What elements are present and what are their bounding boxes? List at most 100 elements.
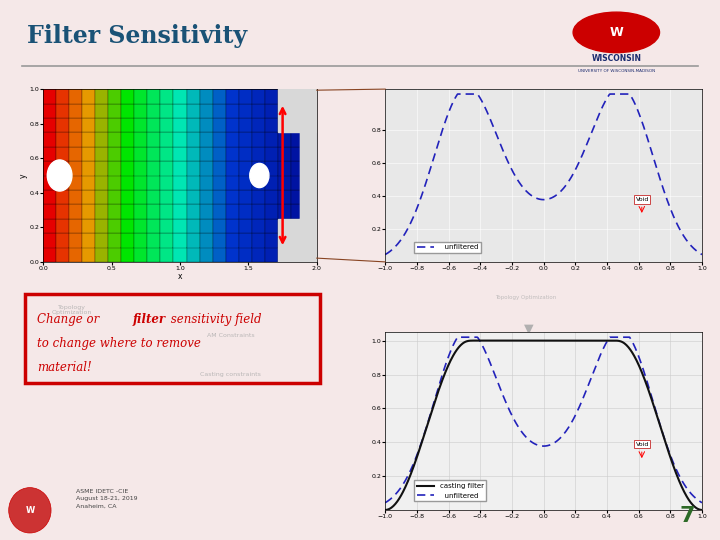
Text: Topology Optimization: Topology Optimization xyxy=(495,294,557,300)
Bar xyxy=(291,233,304,247)
Bar xyxy=(122,89,135,104)
Bar xyxy=(278,233,291,247)
X-axis label: x: x xyxy=(178,273,182,281)
Bar xyxy=(148,176,161,190)
Bar xyxy=(265,89,278,104)
Bar xyxy=(199,118,212,132)
Bar xyxy=(161,104,174,118)
Bar xyxy=(161,219,174,233)
Bar xyxy=(186,147,199,161)
Bar xyxy=(135,132,148,147)
Bar xyxy=(43,233,56,247)
Bar xyxy=(69,233,82,247)
Bar xyxy=(212,147,225,161)
Bar xyxy=(122,247,135,262)
Text: WISCONSIN: WISCONSIN xyxy=(591,55,642,63)
Text: ▼: ▼ xyxy=(524,323,534,336)
Bar xyxy=(161,204,174,219)
Bar xyxy=(108,132,122,147)
Bar xyxy=(56,132,69,147)
Bar xyxy=(291,204,304,219)
Bar xyxy=(174,247,186,262)
Bar xyxy=(238,147,252,161)
Text: Void: Void xyxy=(636,197,649,202)
Bar xyxy=(174,190,186,204)
Bar xyxy=(69,132,82,147)
Bar xyxy=(161,247,174,262)
Bar xyxy=(252,176,265,190)
Bar xyxy=(199,104,212,118)
Bar xyxy=(82,147,95,161)
Bar xyxy=(174,161,186,176)
Bar xyxy=(252,104,265,118)
Bar xyxy=(252,247,265,262)
Bar xyxy=(265,132,278,147)
Bar xyxy=(148,219,161,233)
Bar xyxy=(43,190,56,204)
Bar xyxy=(174,132,186,147)
Bar xyxy=(108,89,122,104)
Bar xyxy=(278,204,291,219)
Circle shape xyxy=(250,164,269,187)
Bar xyxy=(199,161,212,176)
Bar xyxy=(56,190,69,204)
Bar xyxy=(186,89,199,104)
Bar xyxy=(238,161,252,176)
Bar xyxy=(122,161,135,176)
Bar xyxy=(291,132,304,147)
Bar xyxy=(148,118,161,132)
Bar xyxy=(148,89,161,104)
Bar xyxy=(291,219,304,233)
Bar xyxy=(108,176,122,190)
Bar xyxy=(252,161,265,176)
Bar xyxy=(135,176,148,190)
Bar xyxy=(56,219,69,233)
Y-axis label: y: y xyxy=(19,173,28,178)
Bar xyxy=(135,233,148,247)
Bar xyxy=(108,190,122,204)
Bar xyxy=(122,176,135,190)
Bar xyxy=(278,89,291,104)
Bar xyxy=(43,104,56,118)
Text: Topology
Optimization: Topology Optimization xyxy=(52,305,92,315)
Bar xyxy=(252,89,265,104)
Bar xyxy=(108,247,122,262)
Bar xyxy=(186,132,199,147)
Text: filter: filter xyxy=(133,313,166,326)
Bar xyxy=(238,190,252,204)
Bar xyxy=(186,161,199,176)
Bar xyxy=(212,89,225,104)
Bar xyxy=(108,118,122,132)
Bar xyxy=(278,132,291,147)
Circle shape xyxy=(48,160,72,191)
Bar xyxy=(148,233,161,247)
Bar xyxy=(82,89,95,104)
Bar xyxy=(82,190,95,204)
Bar xyxy=(278,247,291,262)
Bar xyxy=(265,219,278,233)
Bar xyxy=(278,176,291,190)
Bar xyxy=(69,89,82,104)
Text: W: W xyxy=(609,26,624,39)
Bar xyxy=(82,233,95,247)
Bar xyxy=(122,204,135,219)
Bar xyxy=(161,132,174,147)
Legend:   unfiltered: unfiltered xyxy=(414,242,481,253)
Bar xyxy=(69,176,82,190)
Bar xyxy=(95,132,108,147)
Bar xyxy=(148,132,161,147)
Bar xyxy=(265,176,278,190)
Bar xyxy=(212,247,225,262)
Text: 7: 7 xyxy=(679,507,695,526)
Bar xyxy=(304,147,317,161)
Bar xyxy=(108,233,122,247)
Bar xyxy=(108,219,122,233)
Bar xyxy=(43,247,56,262)
Bar xyxy=(161,176,174,190)
Bar xyxy=(95,147,108,161)
Bar xyxy=(225,161,238,176)
Text: Casting constraints: Casting constraints xyxy=(200,372,261,377)
Bar xyxy=(82,247,95,262)
Bar xyxy=(56,89,69,104)
Bar xyxy=(43,176,56,190)
